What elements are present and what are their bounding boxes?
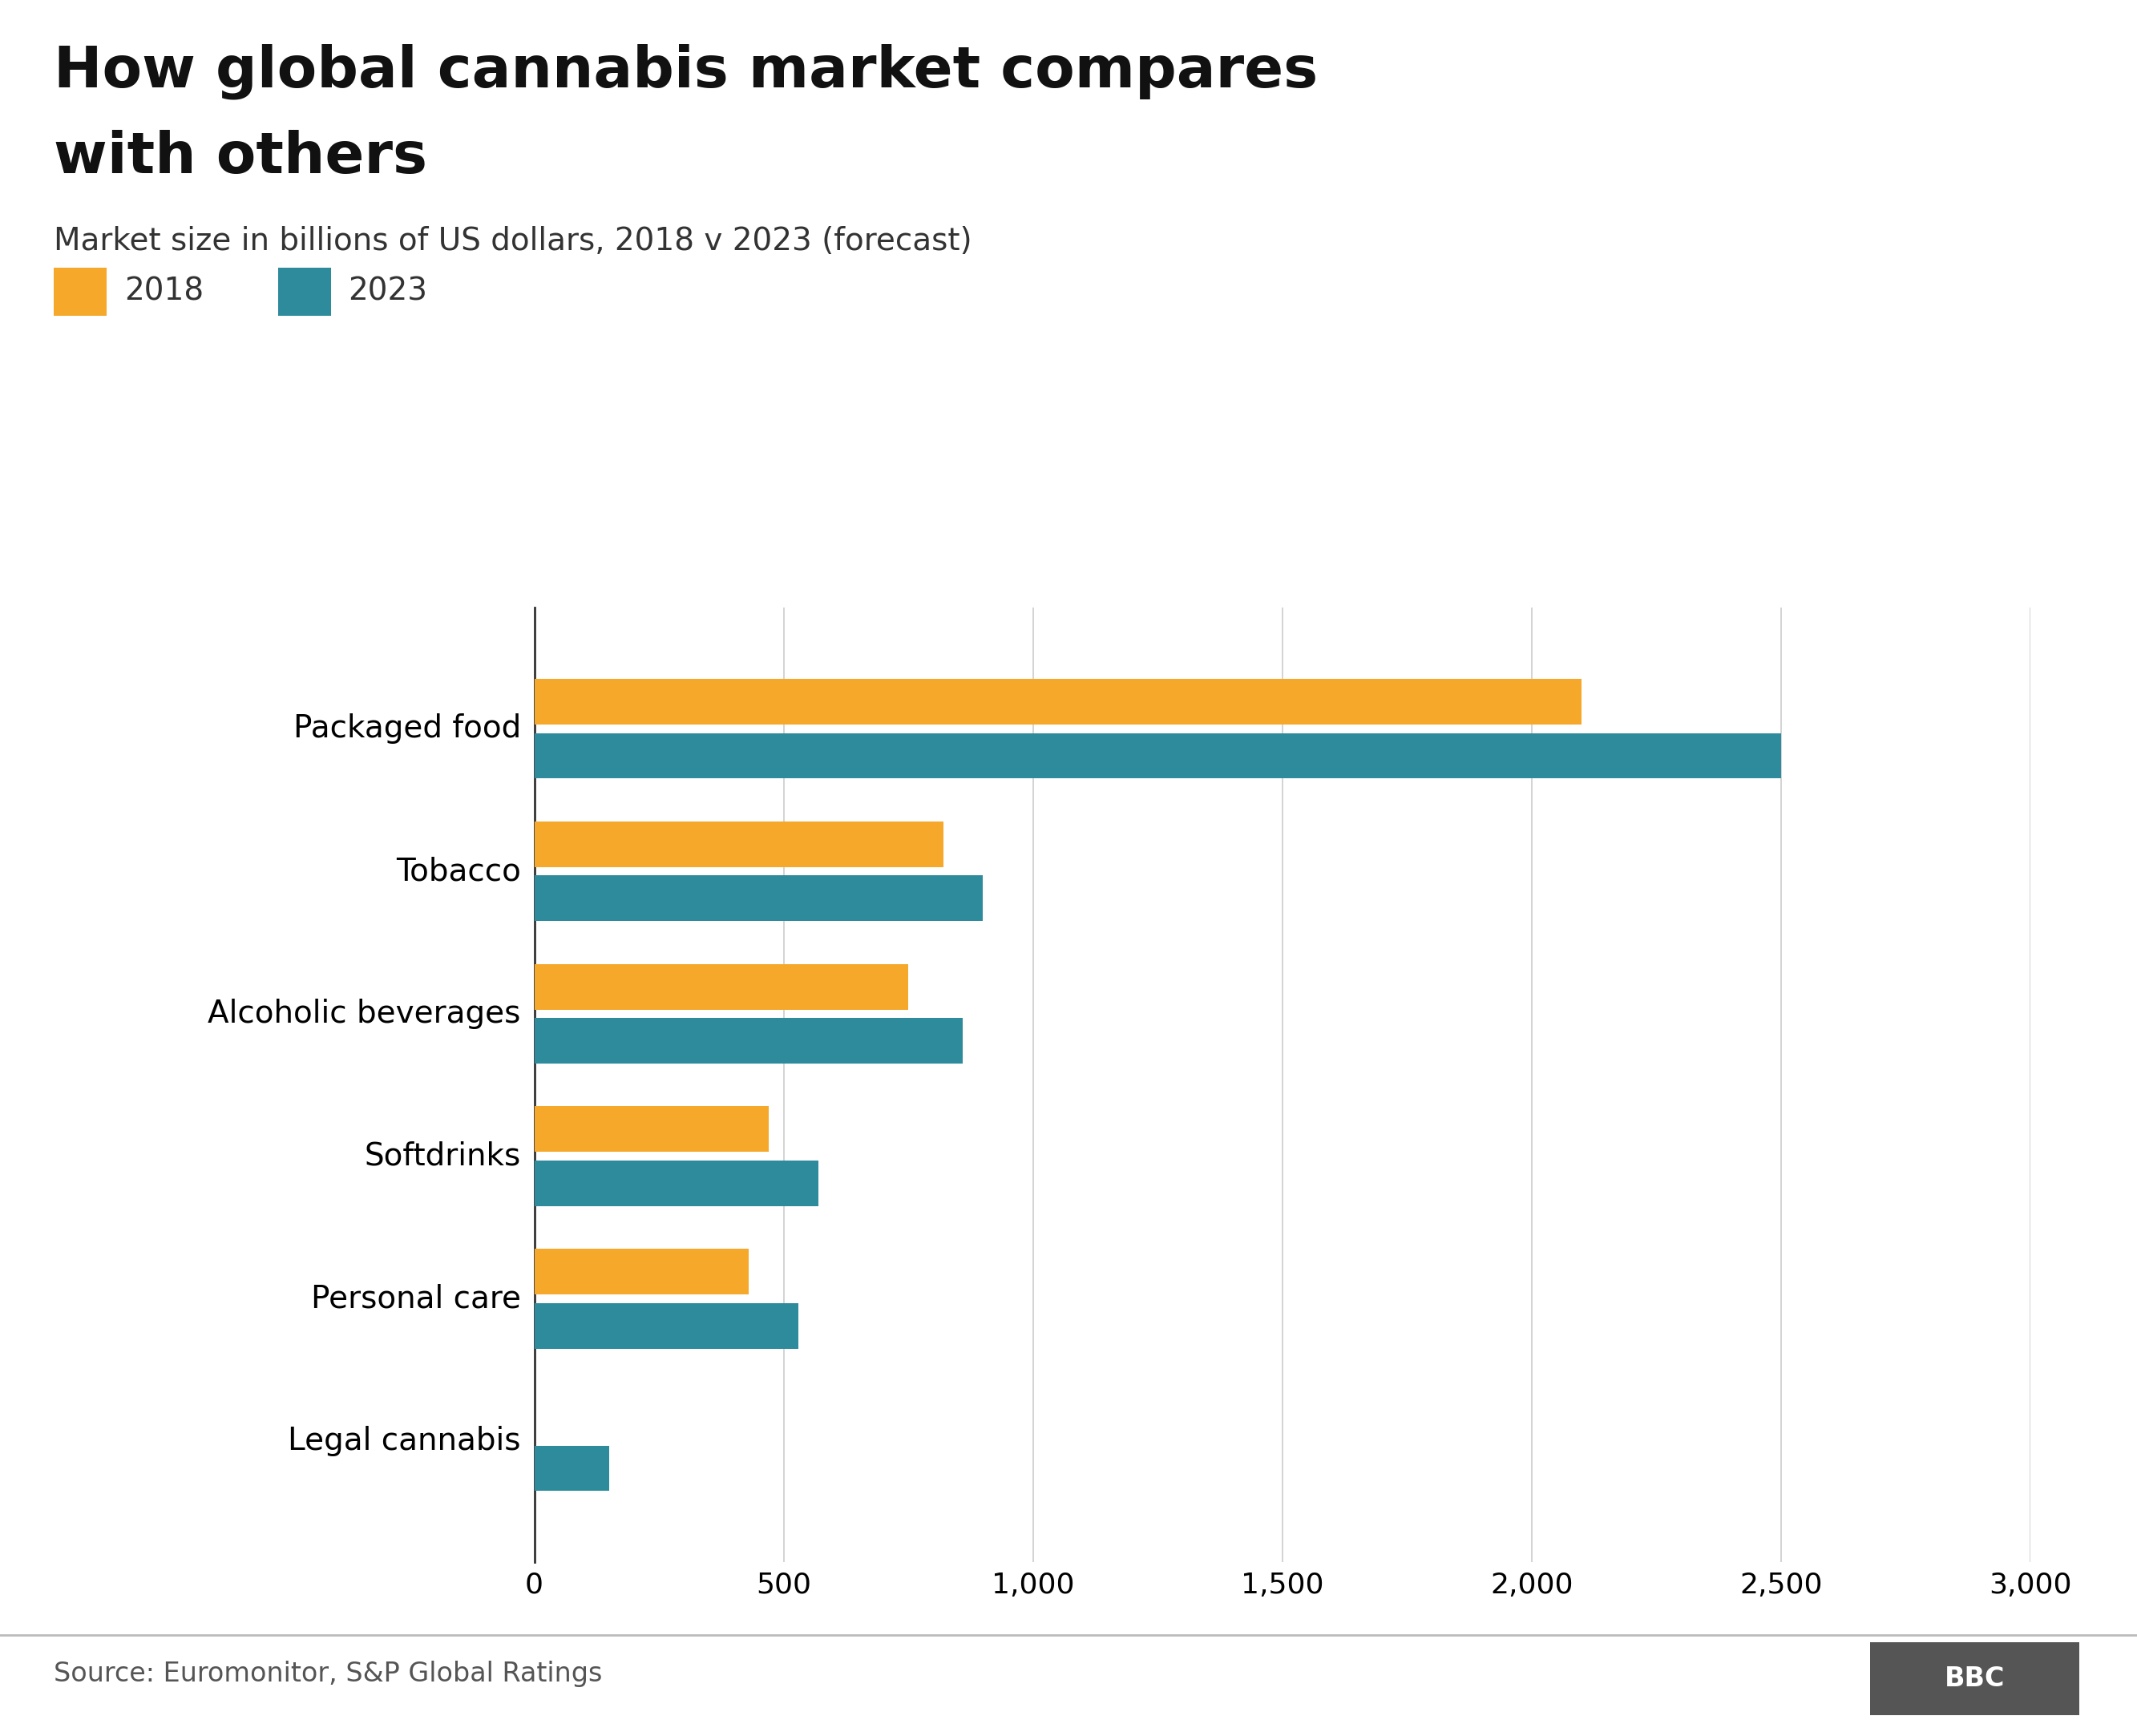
Text: Source: Euromonitor, S&P Global Ratings: Source: Euromonitor, S&P Global Ratings bbox=[53, 1660, 603, 1687]
Text: 2018: 2018 bbox=[124, 276, 203, 307]
Bar bbox=[534, 1161, 818, 1207]
Bar bbox=[534, 1446, 609, 1491]
Bar bbox=[534, 1017, 964, 1064]
Bar bbox=[534, 963, 908, 1009]
Bar bbox=[534, 875, 983, 922]
Text: Market size in billions of US dollars, 2018 v 2023 (forecast): Market size in billions of US dollars, 2… bbox=[53, 226, 972, 257]
Bar bbox=[534, 1106, 769, 1153]
Text: with others: with others bbox=[53, 130, 427, 186]
Text: How global cannabis market compares: How global cannabis market compares bbox=[53, 43, 1319, 99]
Bar bbox=[534, 679, 1581, 724]
Text: 2023: 2023 bbox=[348, 276, 427, 307]
Bar bbox=[534, 821, 942, 866]
Bar bbox=[534, 1248, 748, 1295]
Text: BBC: BBC bbox=[1945, 1665, 2005, 1693]
Bar bbox=[534, 733, 1780, 779]
Bar bbox=[534, 1304, 799, 1349]
